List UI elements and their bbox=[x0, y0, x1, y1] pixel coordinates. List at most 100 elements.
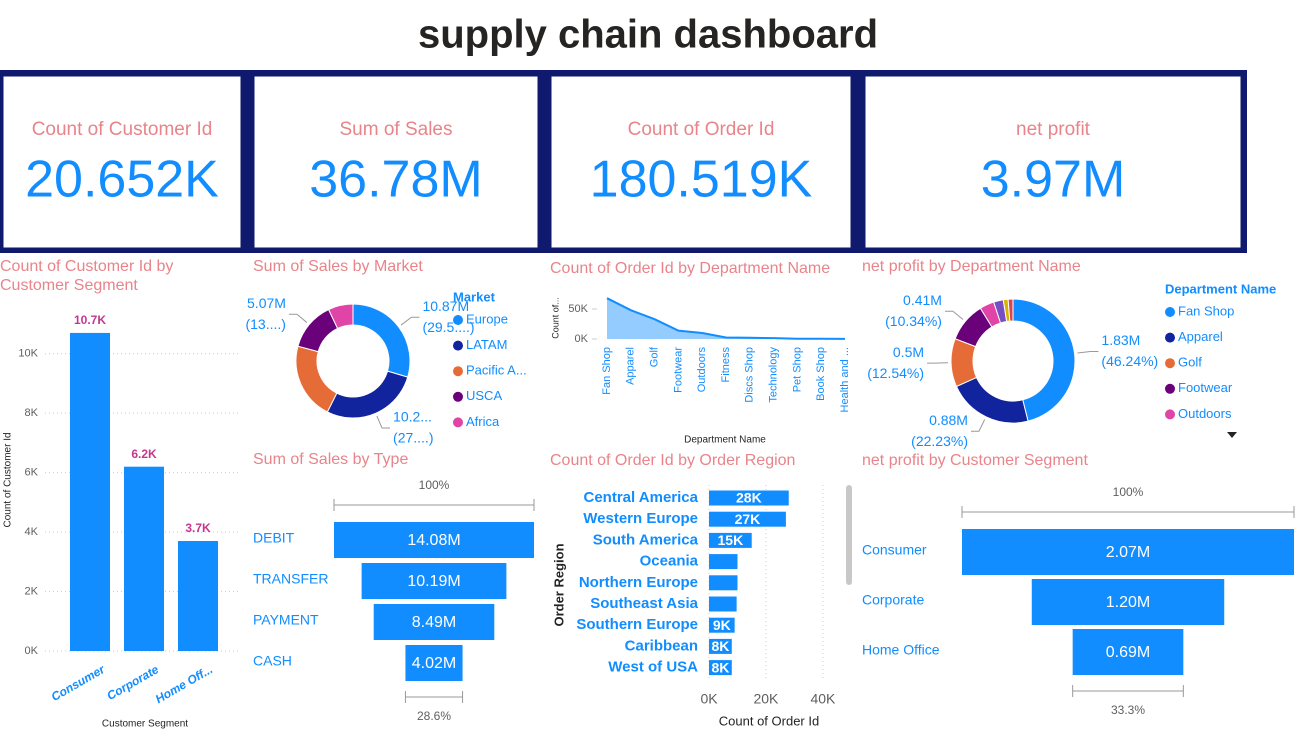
legend-marker bbox=[453, 417, 463, 428]
x-axis-label: Customer Segment bbox=[102, 719, 188, 730]
x-tick-label: Golf bbox=[649, 346, 661, 367]
x-axis-label: Count of Order Id bbox=[719, 713, 819, 728]
donut-slice bbox=[1007, 298, 1014, 322]
data-label: 27K bbox=[735, 511, 761, 527]
data-label: 6.2K bbox=[131, 447, 157, 461]
data-label: 8K bbox=[711, 659, 729, 675]
data-label: 10.7K bbox=[74, 313, 106, 327]
kpi-card bbox=[864, 75, 1242, 249]
x-tick-label: Consumer bbox=[49, 662, 109, 704]
chart-title: Count of Customer Id by Customer Segment bbox=[0, 258, 174, 294]
donut-slice bbox=[327, 303, 354, 330]
funnel-top-label: 100% bbox=[419, 478, 450, 492]
y-axis-label: Order Region bbox=[551, 543, 566, 626]
bar bbox=[709, 575, 738, 591]
data-label: 0.69M bbox=[1106, 644, 1150, 661]
funnel-bar bbox=[1031, 579, 1225, 625]
x-tick-label: Apparel bbox=[625, 347, 637, 385]
data-label: 1.83M bbox=[1101, 332, 1140, 348]
category-label: Home Office bbox=[862, 642, 940, 658]
x-tick-label: 20K bbox=[753, 691, 779, 707]
x-tick-label: Home Off... bbox=[153, 662, 215, 706]
bar bbox=[124, 466, 164, 651]
bar bbox=[709, 532, 752, 548]
bar bbox=[178, 541, 218, 651]
category-label: Central America bbox=[584, 489, 699, 506]
y-tick-label: 0K bbox=[25, 645, 39, 657]
funnel-bar bbox=[334, 522, 534, 558]
bar bbox=[709, 638, 732, 654]
leader-line bbox=[970, 419, 986, 432]
data-label: 8K bbox=[711, 638, 729, 654]
leader-line bbox=[400, 316, 420, 326]
bar bbox=[709, 596, 737, 612]
data-label: 1.20M bbox=[1106, 594, 1150, 611]
chart-title: Sum of Sales by Market bbox=[253, 258, 423, 275]
leader-line bbox=[376, 415, 391, 429]
x-tick-label: Discs Shop bbox=[744, 347, 756, 403]
category-label: CASH bbox=[253, 653, 292, 669]
kpi-label: Count of Customer Id bbox=[32, 119, 213, 140]
y-tick-label: 4K bbox=[25, 526, 39, 538]
legend-label: Europe bbox=[466, 311, 508, 326]
category-label: Southeast Asia bbox=[590, 595, 698, 612]
data-label: 5.07M bbox=[247, 295, 286, 311]
legend-marker bbox=[1165, 307, 1175, 317]
data-label: (22.23%) bbox=[911, 433, 968, 449]
legend-label: Footwear bbox=[1178, 380, 1233, 395]
legend-label: Golf bbox=[1178, 355, 1202, 370]
y-axis-label: Count of Customer Id bbox=[3, 432, 14, 527]
legend-title: Department Name bbox=[1165, 281, 1276, 296]
x-tick-label: Health and ... bbox=[839, 347, 851, 412]
data-label: 0.5M bbox=[893, 344, 924, 360]
legend-label: Outdoors bbox=[1178, 406, 1232, 421]
x-tick-label: 40K bbox=[810, 691, 836, 707]
x-tick-label: Fan Shop bbox=[601, 347, 613, 395]
data-label: 0.88M bbox=[929, 412, 968, 428]
category-label: West of USA bbox=[608, 659, 698, 676]
legend-marker bbox=[453, 315, 463, 325]
y-tick-label: 8K bbox=[25, 407, 39, 419]
chart-title: net profit by Customer Segment bbox=[862, 452, 1088, 469]
kpi-value: 36.78M bbox=[309, 151, 482, 209]
data-label: (12.54%) bbox=[867, 365, 924, 381]
donut-slice bbox=[1012, 298, 1076, 422]
kpi-value: 3.97M bbox=[981, 151, 1126, 209]
data-label: 9K bbox=[713, 617, 731, 633]
dashboard-title: supply chain dashboard bbox=[418, 13, 878, 57]
y-tick-label: 6K bbox=[25, 467, 39, 479]
legend-marker bbox=[1165, 383, 1175, 394]
header-band bbox=[0, 0, 1310, 68]
legend-marker bbox=[453, 366, 463, 377]
line bbox=[606, 297, 846, 340]
data-label: (10.34%) bbox=[885, 313, 942, 329]
kpi-card bbox=[2, 75, 242, 249]
funnel-bar bbox=[361, 563, 507, 599]
legend-marker bbox=[1165, 409, 1175, 420]
scrollbar bbox=[846, 485, 852, 585]
x-tick-label: Book Shop bbox=[815, 347, 827, 401]
kpi-card bbox=[550, 75, 852, 249]
category-label: South America bbox=[593, 531, 699, 548]
category-label: Southern Europe bbox=[576, 616, 698, 633]
legend-label: Africa bbox=[466, 414, 500, 429]
y-tick-label: 2K bbox=[25, 585, 39, 597]
legend-label: USCA bbox=[466, 388, 502, 403]
data-label: 10.19M bbox=[407, 573, 460, 590]
donut-slice bbox=[295, 345, 338, 413]
bar bbox=[709, 511, 786, 527]
x-tick-label: Footwear bbox=[672, 347, 684, 393]
chart-title: Count of Order Id by Order Region bbox=[550, 452, 795, 469]
legend-label: LATAM bbox=[466, 337, 507, 352]
legend-marker bbox=[453, 340, 463, 351]
category-label: PAYMENT bbox=[253, 612, 319, 628]
bar bbox=[70, 332, 110, 651]
data-label: 8.49M bbox=[412, 614, 456, 631]
category-label: Corporate bbox=[862, 592, 924, 608]
data-label: 0.41M bbox=[903, 292, 942, 308]
data-label: 14.08M bbox=[407, 532, 460, 549]
legend-label: Fan Shop bbox=[1178, 303, 1234, 318]
legend-label: Apparel bbox=[1178, 329, 1223, 344]
kpi-label: Sum of Sales bbox=[340, 119, 453, 140]
legend-more bbox=[1227, 432, 1237, 438]
